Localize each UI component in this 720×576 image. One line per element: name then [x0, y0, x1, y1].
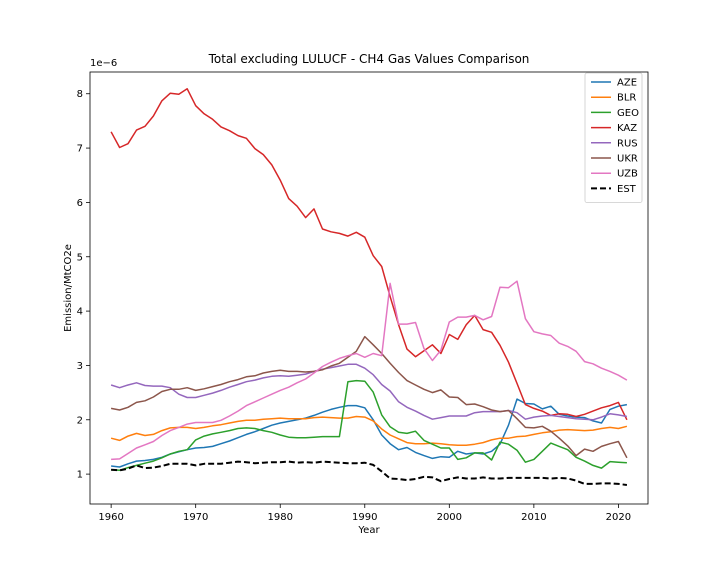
- x-tick-label: 1980: [268, 512, 293, 523]
- x-tick-label: 1960: [98, 512, 123, 523]
- y-tick-label: 5: [77, 252, 83, 263]
- y-axis-label: Emission/MtCO2e: [63, 244, 74, 332]
- legend-box: [584, 72, 643, 204]
- legend-label-uzb: UZB: [617, 169, 638, 180]
- x-axis-label: Year: [357, 525, 380, 536]
- legend: AZE BLR GEO KAZ RUS UKR UZB EST: [584, 72, 643, 204]
- legend-label-ukr: UKR: [617, 154, 638, 165]
- y-tick-label: 2: [77, 415, 83, 426]
- series-line-geo: [111, 379, 627, 472]
- series-line-kaz: [110, 88, 628, 421]
- plot-area: 1960 1970 1980 1990 2000 2010 2020 1 2 3 4 5 6 7 8: [77, 71, 649, 523]
- x-tick-label: 2020: [606, 512, 631, 523]
- chart-title: Total excluding LULUCF - CH4 Gas Values …: [208, 52, 530, 66]
- x-tick-label: 1970: [183, 512, 208, 523]
- legend-label-est: EST: [617, 184, 637, 195]
- y-tick-label: 8: [77, 89, 83, 100]
- legend-label-rus: RUS: [617, 138, 638, 149]
- y-tick-label: 3: [77, 361, 83, 372]
- y-tick-label: 7: [77, 144, 83, 155]
- x-tick-label: 2010: [521, 512, 546, 523]
- legend-label-geo: GEO: [617, 108, 639, 119]
- y-tick-label: 4: [77, 307, 83, 318]
- y-scale-label: 1e−6: [90, 58, 117, 69]
- y-tick-label: 6: [77, 198, 83, 209]
- legend-label-blr: BLR: [617, 93, 636, 104]
- series-line-uzb: [111, 280, 628, 461]
- series-line-rus: [110, 363, 628, 421]
- x-tick-label: 1990: [352, 512, 377, 523]
- legend-label-aze: AZE: [617, 78, 637, 89]
- axes-frame: [89, 71, 649, 505]
- x-tick-label: 2000: [437, 512, 462, 523]
- series-line-aze: [111, 398, 628, 468]
- y-tick-label: 1: [77, 470, 83, 481]
- series-line-blr: [110, 415, 628, 447]
- legend-label-kaz: KAZ: [617, 123, 637, 134]
- series-line-ukr: [110, 335, 628, 459]
